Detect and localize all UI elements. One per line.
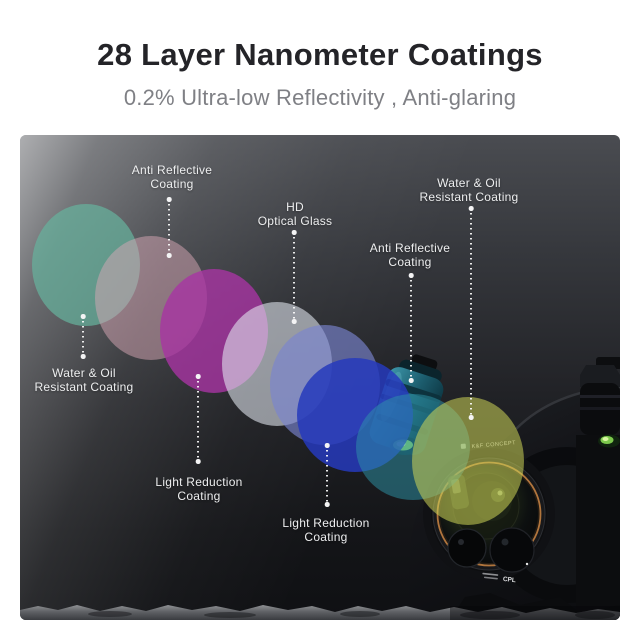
page-subtitle: 0.2% Ultra-low Reflectivity , Anti-glari… — [123, 85, 517, 110]
callout-light-reduction-left-line — [197, 376, 199, 462]
callout-light-reduction-center-label: Light Reduction Coating — [282, 516, 370, 544]
callout-anti-reflective-top-label: Anti Reflective Coating — [131, 163, 213, 191]
coatings-diagram-panel: K&F CONCEPT — [20, 135, 620, 620]
callout-anti-reflective-right-line — [410, 275, 412, 381]
sub-lens-right — [490, 528, 534, 572]
rock-texture-strip — [20, 605, 620, 620]
callout-light-reduction-left-label: Light Reduction Coating — [155, 475, 243, 503]
callout-hd-optical-glass-label: HD Optical Glass — [257, 200, 333, 228]
callout-water-oil-left-line — [82, 316, 84, 357]
header: 28 Layer Nanometer Coatings 0.2% Ultra-l… — [0, 0, 640, 111]
filter-cpl-text: CPL — [502, 576, 516, 584]
callout-water-oil-left-label: Water & Oil Resistant Coating — [34, 366, 134, 394]
callout-water-oil-right-label: Water & Oil Resistant Coating — [419, 176, 519, 204]
callout-light-reduction-center-line — [326, 445, 328, 505]
callout-water-oil-right-line — [470, 208, 472, 418]
sub-lens-left — [448, 529, 486, 567]
callout-anti-reflective-right-label: Anti Reflective Coating — [369, 241, 451, 269]
body-right-edge — [576, 435, 620, 620]
callout-anti-reflective-top-line — [168, 199, 170, 256]
callout-hd-optical-glass-line — [293, 232, 295, 322]
right-motor-cylinder — [580, 357, 620, 448]
page-title: 28 Layer Nanometer Coatings — [97, 37, 543, 72]
